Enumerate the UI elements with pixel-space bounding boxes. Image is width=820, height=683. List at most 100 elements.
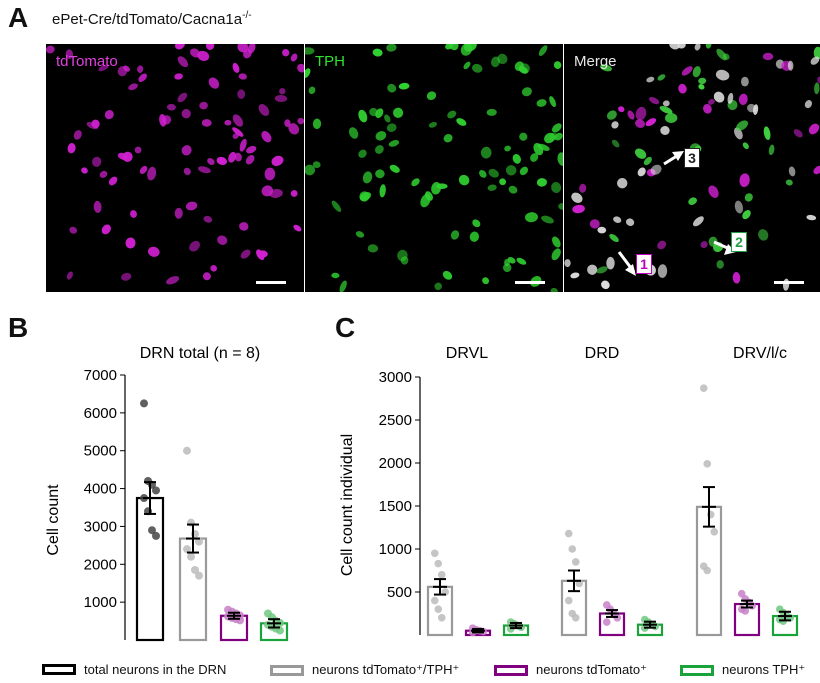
cell-body bbox=[806, 214, 817, 221]
cell-body bbox=[208, 77, 220, 89]
cell-body bbox=[386, 44, 397, 52]
cell-body bbox=[463, 44, 477, 52]
cell-body bbox=[369, 107, 378, 117]
cell-body bbox=[284, 119, 291, 127]
cell-body bbox=[199, 101, 208, 110]
cell-body bbox=[716, 260, 724, 269]
cell-body bbox=[659, 105, 673, 114]
cell-body bbox=[93, 200, 102, 213]
cell-body bbox=[305, 68, 311, 78]
cell-body bbox=[734, 200, 744, 214]
cell-body bbox=[736, 120, 749, 131]
cell-body bbox=[92, 156, 102, 167]
cell-body bbox=[386, 123, 397, 132]
y-tick-label: 2000 bbox=[379, 455, 412, 472]
cell-body bbox=[372, 48, 383, 57]
y-tick-label: 1500 bbox=[379, 498, 412, 515]
data-point bbox=[195, 537, 203, 546]
cell-body bbox=[742, 142, 749, 150]
cell-body bbox=[609, 233, 619, 243]
cell-body bbox=[564, 259, 571, 268]
data-point bbox=[564, 596, 573, 605]
cell-body bbox=[708, 185, 719, 198]
cell-body bbox=[514, 61, 524, 71]
cell-body bbox=[650, 164, 662, 175]
data-point bbox=[437, 571, 446, 579]
cell-body bbox=[197, 50, 210, 61]
legend-item-both: neurons tdTomato⁺/TPH⁺ bbox=[270, 662, 459, 678]
y-tick-label: 500 bbox=[387, 584, 412, 601]
group-title: DRV/l/c bbox=[733, 345, 787, 362]
cell-body bbox=[228, 151, 237, 163]
cell-body bbox=[232, 62, 240, 73]
bar-total bbox=[135, 496, 165, 642]
data-point bbox=[602, 618, 611, 626]
data-point bbox=[571, 614, 580, 622]
cell-body bbox=[201, 119, 212, 127]
cell-body bbox=[572, 204, 585, 214]
data-point bbox=[703, 460, 712, 468]
cell-body bbox=[238, 73, 247, 80]
legend-label-tph: neurons TPH⁺ bbox=[722, 662, 806, 677]
cell-body bbox=[65, 49, 74, 59]
cell-body bbox=[271, 155, 284, 166]
cell-body bbox=[256, 249, 265, 261]
cell-body bbox=[274, 94, 288, 103]
cell-body bbox=[606, 110, 617, 120]
micrograph-tph-image bbox=[305, 44, 563, 292]
data-point bbox=[568, 545, 577, 553]
cell-body bbox=[787, 60, 794, 71]
cell-body bbox=[442, 270, 453, 280]
cell-body bbox=[551, 182, 562, 193]
cell-body bbox=[130, 210, 137, 218]
cell-body bbox=[553, 61, 562, 69]
cell-body bbox=[538, 45, 548, 56]
scale-bar bbox=[256, 281, 286, 284]
cell-body bbox=[137, 65, 144, 73]
cell-body bbox=[747, 103, 756, 113]
cell-body bbox=[768, 144, 775, 156]
cell-body bbox=[189, 240, 200, 252]
cell-body bbox=[738, 93, 748, 105]
cell-body bbox=[643, 156, 652, 166]
cell-body bbox=[508, 185, 518, 194]
cell-body bbox=[46, 45, 55, 54]
cell-body bbox=[516, 257, 527, 265]
micrograph-tdtomato-image bbox=[46, 44, 304, 292]
cell-body bbox=[240, 249, 251, 259]
cell-body bbox=[246, 145, 257, 154]
data-point bbox=[434, 605, 443, 613]
cell-body bbox=[458, 174, 470, 186]
cell-body bbox=[205, 44, 215, 50]
cell-body bbox=[669, 44, 680, 50]
cell-body bbox=[308, 86, 316, 95]
y-tick-label: 1000 bbox=[379, 541, 412, 558]
cell-body bbox=[73, 130, 82, 140]
cell-body bbox=[502, 263, 512, 272]
cell-body bbox=[487, 184, 497, 191]
micrograph-merge-image bbox=[564, 44, 820, 292]
cell-body bbox=[813, 46, 820, 60]
cell-body bbox=[507, 257, 516, 264]
cell-body bbox=[533, 143, 544, 156]
cell-body bbox=[147, 166, 157, 181]
data-point bbox=[741, 607, 750, 615]
cell-body bbox=[367, 244, 379, 253]
cell-body bbox=[744, 193, 753, 202]
cell-body bbox=[261, 131, 272, 143]
cell-body bbox=[203, 215, 213, 223]
cell-body bbox=[359, 192, 372, 201]
data-point bbox=[703, 566, 712, 575]
cell-body bbox=[147, 246, 160, 257]
y-tick-label: 2000 bbox=[84, 556, 117, 573]
cell-body bbox=[358, 149, 367, 158]
cell-body bbox=[708, 236, 718, 247]
cell-body bbox=[716, 48, 727, 61]
cell-body bbox=[297, 63, 304, 73]
cell-body bbox=[389, 164, 400, 173]
arrow-2-label: 2 bbox=[731, 232, 747, 252]
cell-body bbox=[139, 165, 148, 174]
data-point bbox=[148, 526, 156, 535]
cell-body bbox=[282, 49, 290, 57]
cell-body bbox=[645, 118, 657, 127]
